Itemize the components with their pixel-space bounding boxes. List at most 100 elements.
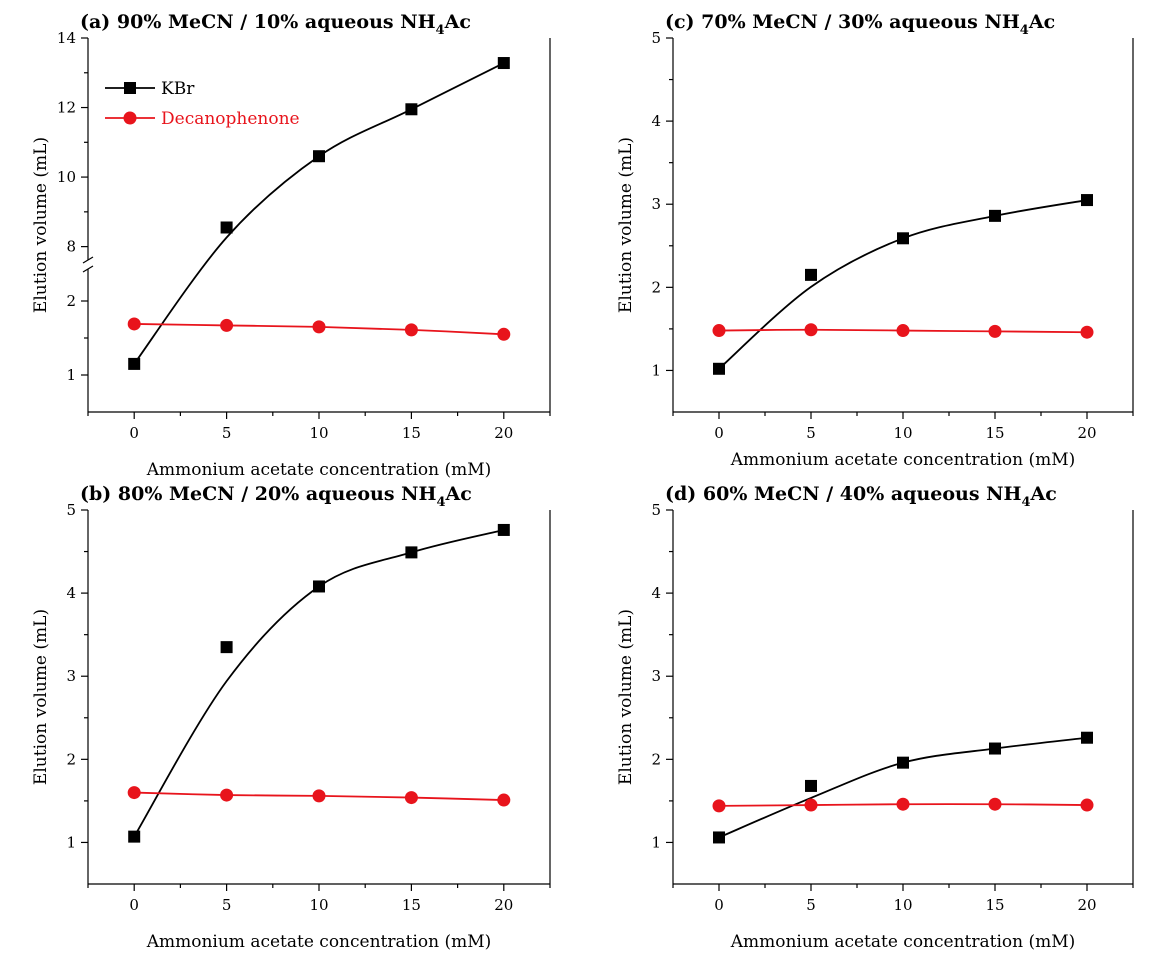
data-point-decanophenone	[220, 318, 234, 332]
y-tick-label: 4	[651, 584, 661, 602]
data-point-decanophenone	[1080, 798, 1094, 812]
series-line-kbr	[133, 529, 505, 838]
x-tick-label: 15	[402, 896, 421, 914]
x-tick-label: 20	[1077, 896, 1096, 914]
x-tick-label: 5	[806, 896, 816, 914]
data-point-kbr	[313, 150, 325, 163]
data-point-kbr	[805, 779, 817, 792]
x-axis-label: Ammonium acetate concentration (mM)	[730, 450, 1076, 470]
panel-title: (b) 80% MeCN / 20% aqueous NH4Ac	[80, 483, 472, 510]
x-tick-label: 10	[893, 896, 912, 914]
x-tick-label: 0	[129, 424, 139, 442]
data-point-kbr	[313, 580, 325, 593]
chart-panel-a: (a) 90% MeCN / 10% aqueous NH4Ac 0 5 10 15 20…	[31, 11, 551, 480]
y-axis-label: Elution volume (mL)	[31, 609, 51, 785]
data-point-kbr	[405, 546, 418, 559]
data-point-decanophenone	[404, 791, 418, 805]
x-tick-label: 15	[402, 424, 421, 442]
x-axis-label: Ammonium acetate concentration (mM)	[146, 932, 492, 952]
data-point-decanophenone	[127, 786, 141, 800]
data-point-decanophenone	[497, 793, 511, 807]
panel-title: (d) 60% MeCN / 40% aqueous NH4Ac	[665, 483, 1057, 510]
x-tick-label: 10	[309, 424, 328, 442]
panel-title-tail: Ac	[444, 11, 471, 33]
y-tick-label: 3	[651, 195, 661, 213]
y-tick-label: 3	[651, 667, 661, 685]
data-point-decanophenone	[312, 320, 326, 334]
axis-break-mark	[82, 256, 94, 264]
x-tick-label: 0	[714, 424, 724, 442]
panel-title-main: (b) 80% MeCN / 20% aqueous NH	[80, 483, 437, 505]
data-point-kbr	[989, 209, 1001, 222]
y-axis-label: Elution volume (mL)	[616, 137, 636, 313]
x-tick-label: 10	[309, 896, 328, 914]
y-tick-label: 5	[66, 501, 76, 519]
legend-marker-decanophenone	[123, 111, 137, 125]
y-tick-label: 14	[57, 29, 76, 47]
y-tick-label: 12	[57, 99, 76, 117]
x-tick-label: 15	[985, 896, 1004, 914]
data-point-kbr	[897, 232, 909, 245]
data-point-decanophenone	[712, 799, 726, 813]
y-tick-label: 5	[651, 29, 661, 47]
chart-panel-c: (c) 70% MeCN / 30% aqueous NH4Ac 0 5 10 15 20…	[616, 11, 1134, 470]
x-tick-label: 0	[129, 896, 139, 914]
y-tick-label: 2	[651, 278, 661, 296]
y-tick-label: 1	[66, 366, 76, 384]
x-tick-label: 20	[494, 896, 513, 914]
series-line-kbr	[718, 199, 1088, 370]
x-tick-label: 10	[893, 424, 912, 442]
panel-title-main: (c) 70% MeCN / 30% aqueous NH	[665, 11, 1020, 33]
legend-label-decanophenone: Decanophenone	[161, 109, 300, 129]
x-tick-label: 0	[714, 896, 724, 914]
panel-title: (a) 90% MeCN / 10% aqueous NH4Ac	[80, 11, 471, 38]
data-point-kbr	[713, 362, 725, 375]
data-point-decanophenone	[988, 797, 1002, 811]
panel-title-subscript: 4	[1020, 23, 1029, 38]
series-line-kbr	[718, 736, 1088, 839]
break-gap	[167, 260, 182, 272]
data-point-kbr	[1081, 194, 1093, 207]
data-point-kbr	[497, 57, 510, 70]
y-tick-label: 4	[66, 584, 76, 602]
data-point-kbr	[1081, 731, 1093, 744]
axis-break-mark	[82, 265, 94, 273]
x-tick-label: 15	[985, 424, 1004, 442]
y-tick-label: 5	[651, 501, 661, 519]
y-tick-label: 2	[651, 750, 661, 768]
x-tick-label: 5	[806, 424, 816, 442]
y-tick-label: 2	[66, 750, 76, 768]
data-point-kbr	[128, 357, 141, 370]
y-tick-label: 8	[66, 238, 76, 256]
data-point-decanophenone	[497, 327, 511, 341]
y-tick-label: 1	[651, 833, 661, 851]
y-tick-label: 2	[66, 292, 76, 310]
data-point-decanophenone	[712, 324, 726, 338]
data-point-decanophenone	[1080, 325, 1094, 339]
panel-title-tail: Ac	[1028, 11, 1055, 33]
panel-title-subscript: 4	[437, 495, 446, 510]
data-point-kbr	[220, 641, 233, 654]
data-point-kbr	[128, 830, 141, 843]
panel-title-subscript: 4	[436, 23, 445, 38]
y-axis-label: Elution volume (mL)	[31, 137, 51, 313]
x-tick-label: 20	[1077, 424, 1096, 442]
data-point-kbr	[497, 523, 510, 536]
data-point-kbr	[220, 221, 233, 234]
data-point-decanophenone	[988, 324, 1002, 338]
y-axis-label: Elution volume (mL)	[616, 609, 636, 785]
data-point-decanophenone	[804, 323, 818, 337]
x-tick-label: 5	[222, 896, 232, 914]
data-point-kbr	[989, 742, 1001, 755]
x-tick-label: 20	[494, 424, 513, 442]
panel-title: (c) 70% MeCN / 30% aqueous NH4Ac	[665, 11, 1055, 38]
panel-title-tail: Ac	[445, 483, 472, 505]
data-point-decanophenone	[404, 323, 418, 337]
data-point-decanophenone	[127, 317, 141, 331]
data-point-kbr	[897, 756, 909, 769]
data-point-kbr	[805, 268, 817, 281]
data-point-kbr	[405, 103, 418, 116]
